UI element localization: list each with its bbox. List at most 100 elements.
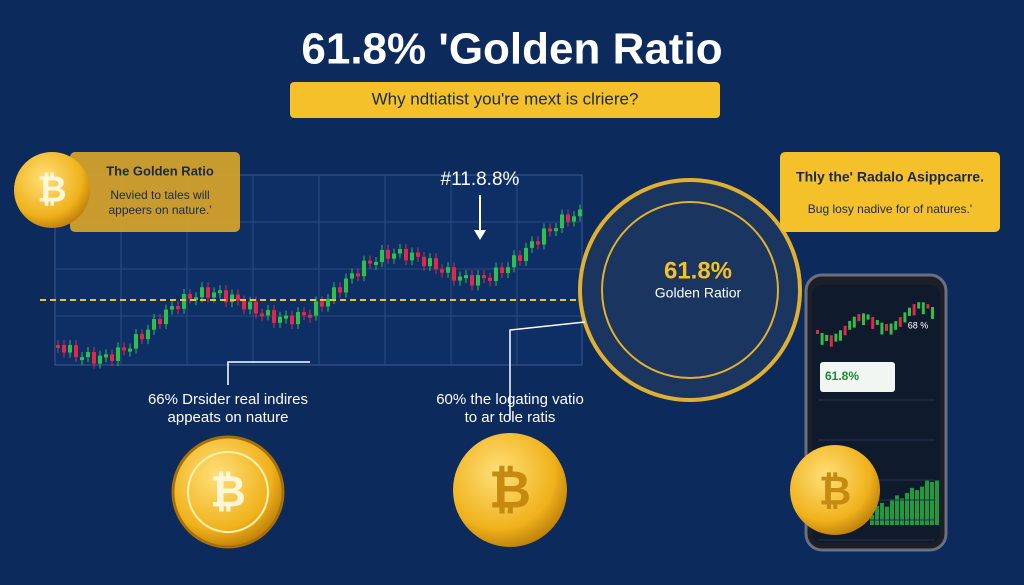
candle [470,275,474,286]
candle [548,228,552,232]
candle [218,290,222,294]
phone-candle [875,320,879,325]
phone-volume-bar [920,486,924,525]
candle [344,278,348,293]
candle [338,287,342,293]
candle [542,228,546,245]
phone-candle [880,322,884,335]
candle [566,214,570,222]
candle [146,329,150,340]
candle [104,354,108,358]
candle [110,354,114,361]
candle [488,277,492,281]
candle [140,334,144,340]
candle [428,258,432,267]
candle [506,267,510,273]
candle [422,256,426,267]
candle [296,312,300,325]
candle [380,249,384,262]
candle [326,298,330,307]
phone-volume-bar [915,490,919,525]
title: 61.8% 'Golden Ratio [301,25,722,74]
coin-symbol: ₿ [819,470,852,514]
candle [494,267,498,281]
phone-candle [921,302,925,315]
right-card-title: Thly the' Radalo Asippcarre. [796,169,984,185]
phone-volume-bar [910,487,914,525]
subtitle-bar [290,82,720,118]
candle [302,312,306,316]
chart-annotation: #11.8.8% [441,169,520,190]
phone-candle [866,314,870,320]
candle [524,247,528,261]
phone-candle [834,333,838,342]
candle [530,241,534,248]
candle [152,319,156,330]
phone-candle [908,307,911,316]
phone-candle [931,306,934,319]
phone-volume-bar [890,499,894,525]
left-card-line: appeers on nature.' [108,203,211,217]
candle [92,352,96,364]
left-card-title: The Golden Ratio [106,163,214,178]
coin [171,435,285,549]
bottom-middle-line: 60% the logating vatio [436,391,584,408]
phone-volume-bar [930,481,934,525]
arrow-head [474,230,486,240]
phone-side-value: 68 % [908,320,929,330]
phone-candle [912,304,916,316]
phone-candle [862,313,865,326]
candle [224,290,228,303]
candle [230,294,234,303]
coin [14,152,90,228]
phone-volume-bar [880,502,884,525]
circle-label: Golden Ratior [655,285,742,301]
candle [158,319,162,325]
phone-volume-bar [895,495,899,525]
ratio-circle [578,178,802,402]
candle [314,301,318,316]
candle [572,216,576,222]
phone-volume-bar [905,492,909,525]
ratio-circle-inner [601,201,779,379]
phone-volume-bar [900,498,904,525]
candle [206,287,210,298]
candle [122,347,126,351]
right-card [780,152,1000,232]
candle [560,214,564,229]
phone-volume-bar [885,506,889,525]
coin-symbol: ₿ [489,462,531,520]
bottom-left-line: appeats on nature [168,409,289,426]
left-card-line: Nevied to tales will [110,188,209,202]
candle [182,294,186,309]
phone-candle [852,316,856,328]
candle [188,294,192,299]
candle [476,275,480,286]
phone-candle [857,314,861,322]
connector [509,321,586,420]
phone-candle [816,330,819,334]
coin [790,445,880,535]
candle [56,345,60,348]
candle [518,255,522,261]
phone-value-box [820,362,895,392]
candle [272,310,276,323]
candle [536,241,540,245]
coin [453,433,567,547]
candle [194,297,198,301]
candle [236,294,240,301]
candle [386,249,390,259]
connector [227,361,310,385]
candle [170,306,174,310]
phone-volume-bar [935,480,939,525]
candle [284,315,288,319]
candle [278,316,282,323]
candle [356,273,360,277]
candle [320,301,324,307]
candle [308,314,312,318]
candle [368,260,372,264]
candle [116,347,120,361]
candle [128,348,132,352]
candle [362,260,366,277]
